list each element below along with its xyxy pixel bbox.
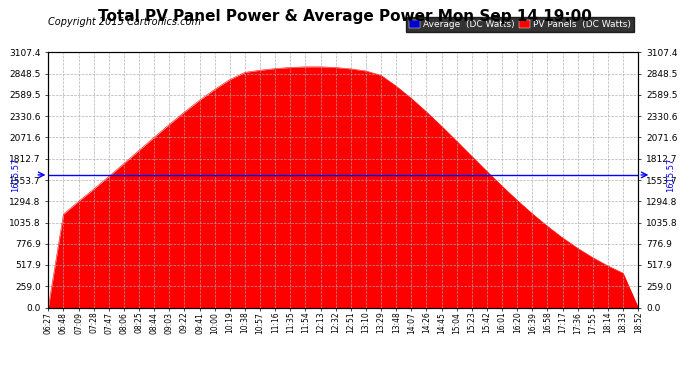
Text: Total PV Panel Power & Average Power Mon Sep 14 19:00: Total PV Panel Power & Average Power Mon… [98, 9, 592, 24]
Legend: Average  (DC Watts), PV Panels  (DC Watts): Average (DC Watts), PV Panels (DC Watts) [406, 18, 633, 32]
Text: Copyright 2015 Cartronics.com: Copyright 2015 Cartronics.com [48, 17, 201, 27]
Text: 1615.57: 1615.57 [667, 158, 676, 192]
Text: 1615.57: 1615.57 [11, 158, 20, 192]
